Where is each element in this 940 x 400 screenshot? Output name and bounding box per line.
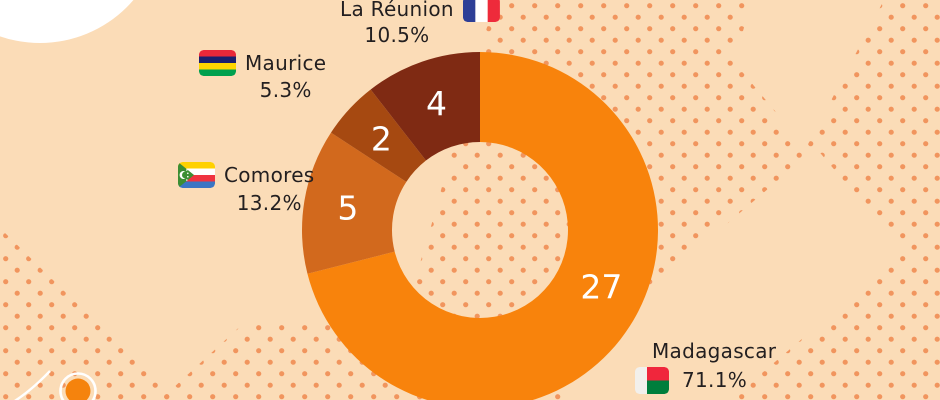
donut-slice-comores	[302, 132, 407, 274]
mauritius-flag-icon	[199, 50, 236, 76]
slice-value-label: 27	[580, 267, 622, 306]
legend-label-madagascar: Madagascar 71.1%	[635, 340, 776, 394]
donut-value-labels: 27 524	[337, 84, 622, 307]
legend-row: Comores	[178, 162, 315, 188]
slice-value-label: 2	[371, 120, 392, 159]
legend-row: La Réunion	[340, 0, 500, 22]
white-curve-decoration	[14, 370, 51, 400]
madagascar-flag-icon	[635, 367, 669, 394]
legend-label-la-reunion: La Réunion 10.5%	[340, 0, 500, 47]
legend-label-comores: Comores 13.2%	[178, 162, 315, 215]
country-percent: 10.5%	[364, 23, 430, 47]
slice-value-label: 5	[337, 188, 358, 227]
country-name: Maurice	[245, 50, 327, 75]
legend-row: 71.1%	[635, 367, 776, 394]
donut-slice-madagascar	[307, 52, 658, 400]
country-percent: 13.2%	[236, 191, 302, 215]
france-flag-icon	[463, 0, 500, 22]
white-corner-circle	[0, 0, 134, 43]
slice-value-label: 4	[426, 84, 447, 123]
legend-label-maurice: Maurice 5.3%	[199, 50, 326, 102]
country-percent: 71.1%	[682, 368, 748, 392]
country-name: Comores	[224, 162, 315, 187]
donut-slice-maurice	[330, 89, 426, 182]
country-name: Madagascar	[652, 339, 777, 363]
comoros-flag-icon	[178, 162, 215, 188]
donut-slices	[302, 52, 658, 400]
country-name: La Réunion	[340, 0, 454, 21]
donut-slice-la-reunion	[370, 52, 480, 161]
country-percent: 5.3%	[259, 78, 312, 102]
legend-row: Maurice	[199, 50, 326, 76]
ringed-dot-decoration	[59, 372, 97, 400]
